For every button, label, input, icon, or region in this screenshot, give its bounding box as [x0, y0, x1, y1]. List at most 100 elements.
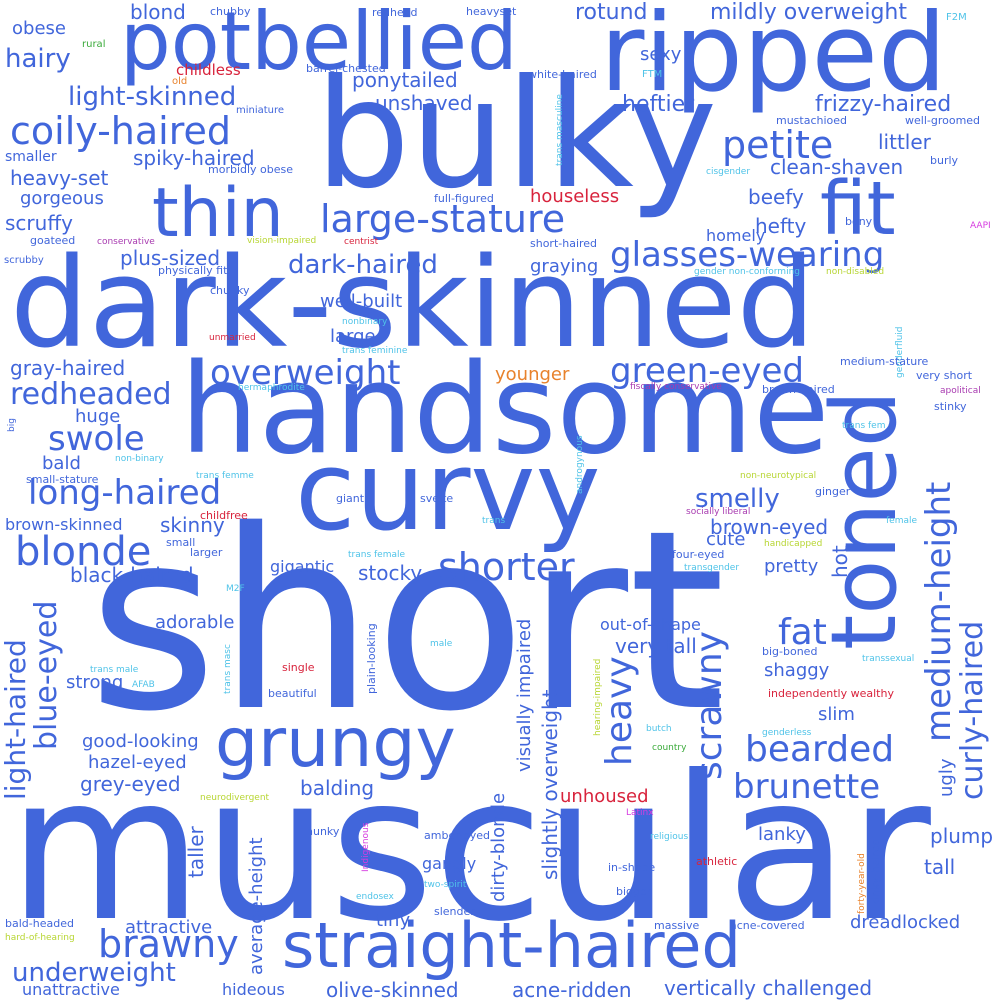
word-country: country — [652, 743, 687, 753]
word-short-haired: short-haired — [530, 237, 598, 250]
word-white-haired: white-haired — [528, 68, 597, 81]
word-non-disabled: non-disabled — [826, 267, 885, 277]
word-in-shape: in-shape — [608, 861, 656, 874]
word-heftier: heftier — [622, 92, 695, 117]
word-black-haired: black-haired — [70, 563, 194, 587]
word-beautiful: beautiful — [268, 687, 317, 700]
word-trans-fem: trans fem — [842, 421, 886, 431]
word-bony: bony — [845, 215, 873, 228]
word-dark-haired: dark-haired — [288, 250, 438, 280]
word-potbellied: potbellied — [120, 0, 518, 88]
word-dirty-blonde: dirty-blonde — [488, 792, 509, 902]
word-grungy: grungy — [215, 704, 456, 783]
word-small: small — [166, 536, 196, 549]
word-hazel-eyed: hazel-eyed — [88, 752, 187, 773]
word-unattractive: unattractive — [22, 980, 120, 999]
word-slim: slim — [818, 704, 855, 725]
word-shorter: shorter — [438, 545, 575, 589]
word-heavy-set: heavy-set — [10, 166, 109, 190]
word-blonde: blonde — [15, 529, 152, 575]
word-brown-haired: brown-haired — [762, 383, 835, 396]
word-gangly: gangly — [422, 854, 477, 873]
word-vision-impaired: vision-impaired — [247, 236, 317, 246]
word-fiscally-conservative: fiscally conservative — [630, 382, 722, 392]
word-hot: hot — [828, 545, 852, 578]
word-religious: religious — [650, 832, 689, 842]
word-apolitical: apolitical — [940, 386, 981, 396]
word-socially-liberal: socially liberal — [686, 507, 751, 517]
word-pretty: pretty — [764, 556, 819, 577]
word-four-eyed: four-eyed — [672, 548, 725, 561]
word-hairy: hairy — [5, 44, 71, 74]
word-beefy: beefy — [748, 185, 804, 209]
word-kinky-haired: kinky-haired — [869, 838, 882, 906]
word-clean-shaven: clean-shaven — [770, 155, 904, 179]
word-endosex: endosex — [356, 892, 394, 902]
word-coily-haired: coily-haired — [10, 109, 232, 153]
word-unmarried: unmarried — [209, 333, 256, 343]
word-big-boned: big-boned — [762, 645, 818, 658]
word-ripped: ripped — [600, 0, 947, 116]
word-childless: childless — [176, 61, 241, 79]
word-neurodivergent: neurodivergent — [200, 793, 270, 803]
word-blue-eyed: blue-eyed — [29, 600, 64, 750]
word-indigenous: Indigenous — [361, 822, 371, 872]
word-independently-wealthy: independently wealthy — [768, 687, 894, 700]
word-two-spirit: two-spirit — [424, 880, 467, 890]
word-overweight: overweight — [210, 353, 401, 393]
word-spiky-haired: spiky-haired — [133, 146, 255, 170]
word-brunette: brunette — [733, 767, 881, 807]
word-nonbinary: nonbinary — [342, 317, 388, 327]
word-trans-masc: trans masc — [223, 644, 233, 694]
word-male: male — [430, 639, 453, 649]
word-small-stature: small-stature — [26, 473, 99, 486]
word-underweight: underweight — [12, 958, 176, 988]
word-trans: trans — [482, 516, 506, 526]
word-slender: slender — [434, 905, 475, 918]
word-trans-feminine: trans feminine — [342, 346, 408, 356]
word-heavyset: heavyset — [466, 5, 517, 18]
word-olive-skinned: olive-skinned — [326, 978, 459, 1000]
word-bald-headed: bald-headed — [5, 917, 74, 930]
word-hefty: hefty — [755, 214, 807, 238]
word-well-groomed: well-groomed — [905, 114, 981, 127]
word-full-figured: full-figured — [434, 192, 494, 205]
word-scrubby: scrubby — [4, 255, 44, 266]
word-thin: thin — [152, 174, 284, 253]
word-unshaved: unshaved — [375, 91, 473, 115]
word-fat: fat — [778, 612, 827, 653]
word-female: female — [886, 516, 918, 526]
word-stocky: stocky — [358, 561, 423, 585]
word-morbidly-obese: morbidly obese — [208, 163, 294, 176]
word-childfree: childfree — [200, 509, 248, 522]
word-gorgeous: gorgeous — [20, 188, 104, 209]
word-plump: plump — [930, 824, 994, 848]
word-stinky: stinky — [934, 400, 967, 413]
word-cisgender: cisgender — [706, 167, 751, 177]
word-obese: obese — [12, 18, 66, 39]
word-conservative: conservative — [97, 237, 155, 247]
word-huge: huge — [75, 406, 121, 427]
word-bulky: bulky — [315, 48, 718, 222]
word-slightly-overweight: slightly overweight — [538, 689, 562, 880]
word-littler: littler — [878, 130, 931, 154]
word-bald: bald — [42, 453, 81, 474]
word-unhoused: unhoused — [560, 786, 649, 807]
word-straight-haired: straight-haired — [282, 909, 741, 982]
word-genderfluid: genderfluid — [895, 326, 905, 379]
word-dark-skinned: dark-skinned — [10, 232, 816, 376]
word-big: big — [7, 418, 17, 432]
word-muscular: muscular — [8, 733, 931, 966]
word-cute: cute — [706, 529, 746, 550]
word-large: large — [330, 326, 376, 347]
word-fit: fit — [820, 166, 896, 252]
word-hearing-impaired: hearing-impaired — [593, 658, 603, 736]
word-hunky: hunky — [306, 825, 340, 838]
word-swole: swole — [48, 419, 145, 459]
word-single: single — [282, 661, 315, 674]
word-ponytailed: ponytailed — [352, 68, 458, 92]
word-aapi: AAPI — [970, 221, 991, 231]
word-brown-skinned: brown-skinned — [5, 515, 123, 534]
word-very-tall: very tall — [615, 634, 697, 658]
word-rotund: rotund — [575, 0, 648, 25]
